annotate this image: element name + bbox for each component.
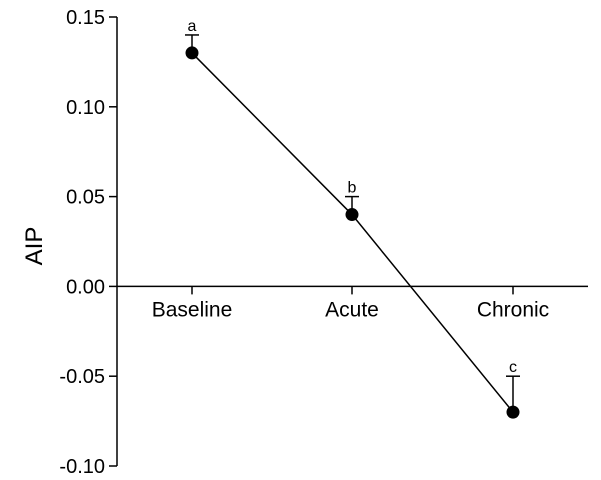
labels-layer: 0.15 0.10 0.05 0.00 -0.05 -0.10 Baseline Acute C… [59, 7, 549, 478]
series-line [191, 52, 514, 413]
axes-layer [109, 16, 588, 467]
data-point [506, 405, 520, 419]
y-tick-label: 0.15 [66, 7, 105, 29]
significance-label: a [188, 18, 197, 35]
x-category-label: Baseline [152, 298, 233, 321]
y-tick-label: 0.00 [66, 276, 105, 298]
data-point [185, 46, 199, 60]
x-category-label: Acute [325, 298, 379, 321]
y-tick-label: 0.05 [66, 187, 105, 209]
y-tick-label: -0.10 [59, 456, 105, 478]
y-tick-label: -0.05 [59, 366, 105, 388]
x-category-label: Chronic [477, 298, 549, 321]
significance-label: c [509, 359, 517, 376]
y-tick-label: 0.10 [66, 97, 105, 119]
y-axis-title: AIP [21, 227, 48, 266]
significance-label: b [348, 180, 357, 197]
data-point [345, 208, 359, 222]
data-points-layer [185, 46, 520, 419]
series-line-layer [191, 52, 514, 413]
error-bars-layer [185, 34, 520, 413]
